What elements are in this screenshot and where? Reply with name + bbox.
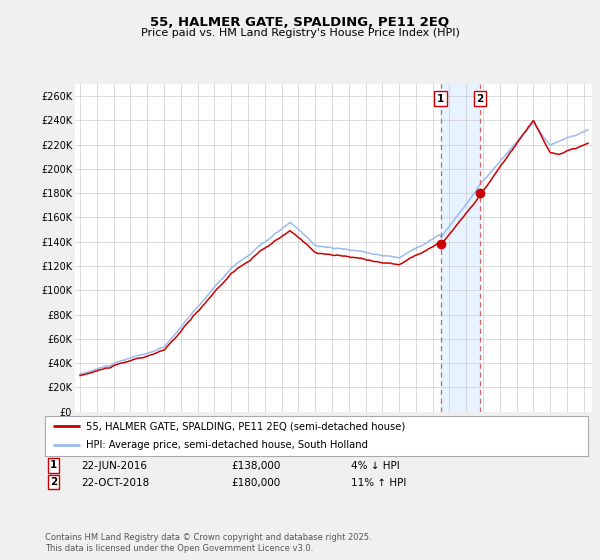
Text: 2: 2 bbox=[476, 94, 484, 104]
Text: £138,000: £138,000 bbox=[231, 461, 280, 472]
Text: 11% ↑ HPI: 11% ↑ HPI bbox=[351, 478, 406, 488]
Text: 4% ↓ HPI: 4% ↓ HPI bbox=[351, 461, 400, 472]
Text: 1: 1 bbox=[437, 94, 444, 104]
Text: 55, HALMER GATE, SPALDING, PE11 2EQ: 55, HALMER GATE, SPALDING, PE11 2EQ bbox=[151, 16, 449, 29]
Text: Contains HM Land Registry data © Crown copyright and database right 2025.
This d: Contains HM Land Registry data © Crown c… bbox=[45, 533, 371, 553]
Text: Price paid vs. HM Land Registry's House Price Index (HPI): Price paid vs. HM Land Registry's House … bbox=[140, 28, 460, 38]
Text: £180,000: £180,000 bbox=[231, 478, 280, 488]
Text: 2: 2 bbox=[50, 477, 57, 487]
Text: 22-JUN-2016: 22-JUN-2016 bbox=[81, 461, 147, 472]
Text: HPI: Average price, semi-detached house, South Holland: HPI: Average price, semi-detached house,… bbox=[86, 440, 368, 450]
Text: 22-OCT-2018: 22-OCT-2018 bbox=[81, 478, 149, 488]
Bar bbox=[440, 84, 480, 412]
Text: 1: 1 bbox=[50, 460, 57, 470]
Text: 55, HALMER GATE, SPALDING, PE11 2EQ (semi-detached house): 55, HALMER GATE, SPALDING, PE11 2EQ (sem… bbox=[86, 422, 405, 431]
